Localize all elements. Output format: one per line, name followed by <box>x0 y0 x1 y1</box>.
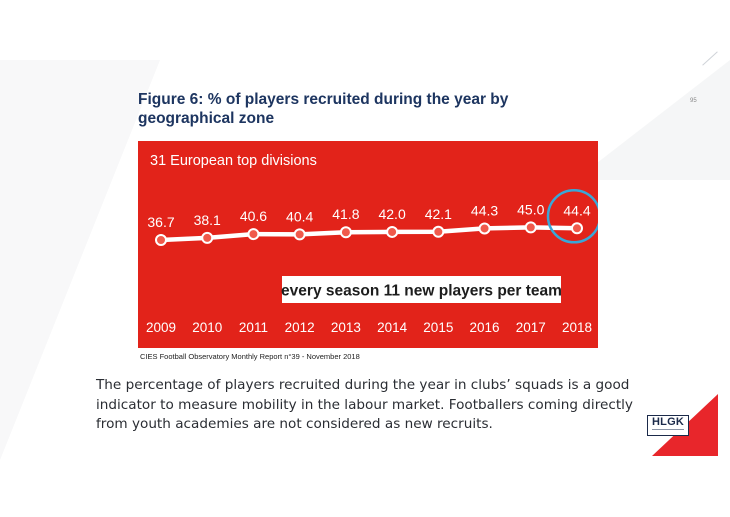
data-point-2013 <box>339 226 352 239</box>
chart-title: 31 European top divisions <box>150 153 317 169</box>
callout-text: every season 11 new players per team <box>281 283 562 300</box>
x-tick-label-2018: 2018 <box>562 320 592 335</box>
x-tick-label-2014: 2014 <box>377 320 408 335</box>
value-label-2012: 40.4 <box>286 208 313 224</box>
value-label-2017: 45.0 <box>517 201 544 217</box>
value-label-2015: 42.1 <box>425 206 452 222</box>
x-tick-label-2011: 2011 <box>239 320 268 335</box>
data-point-2015 <box>432 225 445 238</box>
x-tick-label-2010: 2010 <box>192 320 222 335</box>
chart-background <box>138 141 598 348</box>
value-label-2013: 41.8 <box>332 206 359 222</box>
data-point-2017 <box>524 221 537 234</box>
x-tick-label-2016: 2016 <box>470 320 500 335</box>
data-point-2010 <box>201 231 214 244</box>
figure-title: Figure 6: % of players recruited during … <box>138 91 509 127</box>
hlgk-logo: HLGK <box>647 415 689 436</box>
callout-box <box>282 276 561 303</box>
value-label-2009: 36.7 <box>147 214 174 230</box>
x-tick-label-2017: 2017 <box>516 320 546 335</box>
logo-text: HLGK <box>652 416 684 428</box>
data-point-2018 <box>571 222 583 235</box>
page-number: 95 <box>690 98 697 104</box>
value-label-2016: 44.3 <box>471 202 498 218</box>
x-tick-label-2012: 2012 <box>285 320 315 335</box>
value-label-2011: 40.6 <box>240 208 267 224</box>
series-line <box>158 225 580 243</box>
data-point-2011 <box>247 228 260 241</box>
data-point-2009 <box>155 234 167 246</box>
value-label-2010: 38.1 <box>194 212 221 228</box>
highlight-circle <box>546 189 598 244</box>
x-tick-label-2009: 2009 <box>146 320 176 335</box>
decorative-line <box>702 51 718 66</box>
logo-underline <box>652 429 684 432</box>
data-point-2012 <box>293 228 306 241</box>
x-tick-label-2013: 2013 <box>331 320 361 335</box>
value-label-2014: 42.0 <box>378 206 405 222</box>
x-tick-label-2015: 2015 <box>423 320 453 335</box>
value-label-2018: 44.4 <box>563 202 590 218</box>
body-paragraph: The percentage of players recruited duri… <box>96 377 633 432</box>
source-note: CIES Football Observatory Monthly Report… <box>140 352 360 361</box>
background-decoration-top <box>575 60 730 180</box>
data-point-2016 <box>478 222 491 235</box>
line-chart: 31 European top divisions 36.7 38.1 40.6 40… <box>146 153 598 335</box>
data-point-2014 <box>386 225 399 238</box>
